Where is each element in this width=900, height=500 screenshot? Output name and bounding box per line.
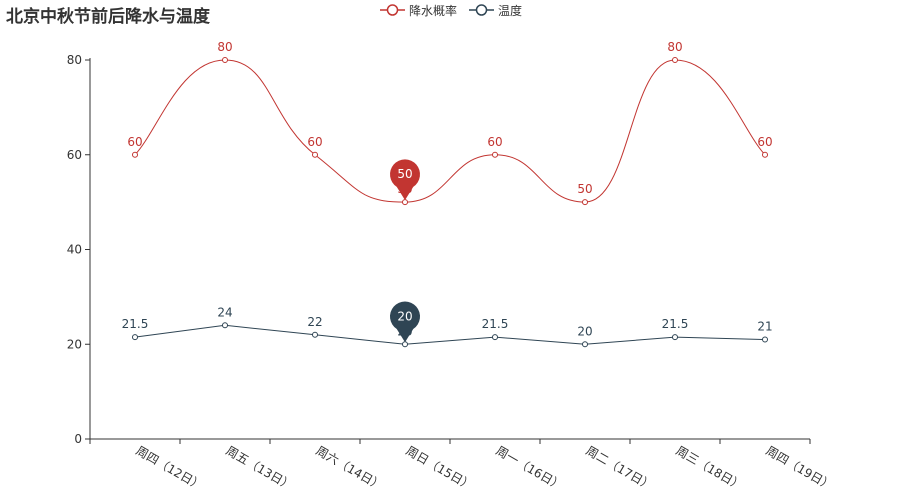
data-label-0: 80 [667, 40, 682, 54]
x-tick-label: 周四（19日） [764, 443, 836, 493]
data-point-0 [312, 151, 318, 158]
y-tick-label: 20 [67, 337, 82, 351]
data-label-0: 50 [577, 182, 592, 196]
legend-label-rain: 降水概率 [409, 3, 458, 18]
legend-marker-rain [380, 4, 405, 16]
data-point-0 [492, 151, 498, 158]
x-tick-label: 周六（14日） [314, 443, 386, 493]
data-label-1: 21.5 [482, 317, 509, 331]
data-point-0 [132, 151, 138, 158]
data-point-1 [312, 331, 318, 338]
x-tick-label: 周三（18日） [674, 443, 746, 493]
markpoint-pin-1 [390, 301, 421, 343]
y-tick-label: 60 [67, 148, 82, 162]
y-tick-label: 0 [74, 432, 82, 446]
data-point-1 [672, 334, 678, 341]
data-point-1 [492, 334, 498, 341]
data-label-1: 21.5 [122, 317, 149, 331]
data-point-0 [762, 151, 768, 158]
data-label-0: 60 [487, 135, 502, 149]
legend-label-temp: 温度 [498, 3, 523, 18]
data-point-0 [672, 57, 678, 63]
legend-item-rain[interactable]: 降水概率 [380, 2, 457, 18]
x-tick-label: 周日（15日） [404, 443, 476, 493]
data-point-0 [402, 199, 408, 206]
chart-title: 北京中秋节前后降水与温度 [6, 7, 210, 27]
data-label-1: 22 [307, 315, 322, 329]
data-label-0: 60 [127, 135, 142, 149]
markpoint-pin-0 [390, 159, 421, 201]
data-point-1 [762, 336, 768, 343]
data-label-1: 20 [577, 324, 592, 338]
x-tick-label: 周二（17日） [584, 443, 656, 493]
legend-marker-temp [469, 4, 495, 16]
data-label-0: 80 [217, 40, 232, 54]
data-point-0 [222, 57, 228, 63]
data-point-0 [582, 199, 588, 206]
data-label-0: 60 [307, 135, 322, 149]
data-point-1 [222, 322, 228, 329]
data-point-1 [582, 341, 588, 348]
legend-item-temp[interactable]: 温度 [469, 2, 522, 18]
data-label-0: 60 [757, 135, 772, 149]
x-tick-label: 周一（16日） [494, 443, 566, 493]
series-line-0 [134, 59, 766, 203]
x-tick-label: 周五（13日） [224, 443, 296, 493]
legend: 降水概率 温度 [380, 2, 522, 18]
markpoint-label-1: 20 [397, 309, 412, 323]
data-label-1: 24 [217, 305, 232, 319]
x-tick-label: 周四（12日） [134, 443, 206, 493]
data-label-1: 21 [757, 320, 772, 334]
series-line-1 [134, 324, 766, 345]
y-tick-label: 80 [67, 53, 82, 67]
data-point-1 [402, 341, 408, 348]
y-tick-label: 40 [67, 243, 82, 257]
markpoint-label-0: 50 [397, 167, 412, 181]
data-point-1 [132, 334, 138, 341]
data-label-1: 21.5 [662, 317, 689, 331]
